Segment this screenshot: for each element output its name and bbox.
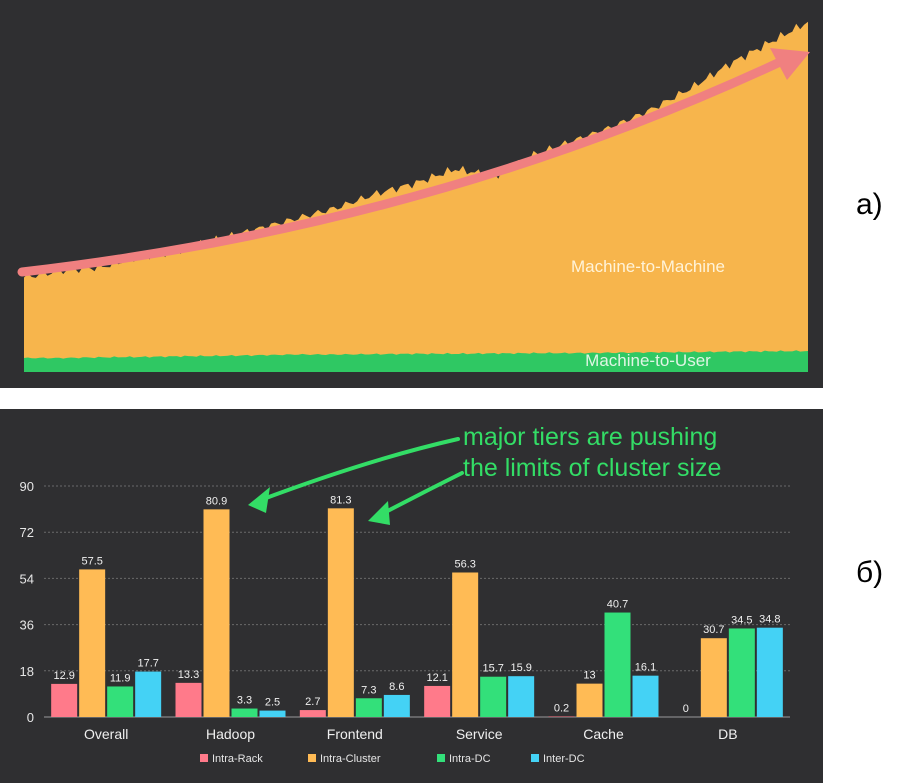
x-category-label: Cache <box>583 726 624 742</box>
y-tick-label: 90 <box>20 479 34 494</box>
x-category-label: Frontend <box>327 726 383 742</box>
locality-bar-chart: 0 18 36 54 72 90 12.9 57.5 11.9 17.7 Overall 13.3 80… <box>20 423 790 765</box>
bar-intra-dc <box>604 612 631 717</box>
x-category-label: Hadoop <box>206 726 255 742</box>
legend-swatch <box>531 754 539 762</box>
annotation-arrowhead <box>368 501 390 525</box>
bar-inter-dc <box>508 676 535 717</box>
bar-intra-dc <box>355 698 382 717</box>
annotation-arrowhead <box>248 487 270 513</box>
panel-a-traffic-growth-chart: Machine-to-Machine Machine-to-User <box>0 0 823 388</box>
annotation-arrow <box>256 437 460 503</box>
bar-intra-dc <box>231 708 258 717</box>
traffic-area-chart: Machine-to-Machine Machine-to-User <box>17 21 810 373</box>
data-label: 2.5 <box>265 697 280 709</box>
bar-intra-rack <box>175 682 202 717</box>
x-category-label: Service <box>456 726 503 742</box>
data-label: 3.3 <box>237 695 252 707</box>
bar-intra-dc <box>728 628 755 717</box>
bar-intra-cluster <box>700 638 727 717</box>
data-label: 15.7 <box>482 663 503 675</box>
bar-intra-rack <box>548 716 575 717</box>
bar-intra-cluster <box>79 569 106 717</box>
data-label: 13 <box>583 670 595 682</box>
data-label: 7.3 <box>361 684 376 696</box>
data-label: 40.7 <box>607 599 628 611</box>
bar-intra-cluster <box>452 572 479 717</box>
trend-arrowhead <box>770 48 810 80</box>
bar-inter-dc <box>632 675 659 717</box>
bar-intra-dc <box>107 686 134 717</box>
data-label: 0.2 <box>554 702 569 714</box>
data-label: 81.3 <box>330 494 351 506</box>
y-tick-label: 18 <box>20 664 34 679</box>
data-label: 12.9 <box>53 670 74 682</box>
annotation-line: major tiers are pushing <box>463 423 717 451</box>
panel-b-label: б) <box>856 556 884 589</box>
bar-inter-dc <box>259 710 286 717</box>
data-label: 15.9 <box>510 662 531 674</box>
machine-to-user-area <box>24 350 808 372</box>
bar-inter-dc <box>383 694 410 717</box>
data-label: 34.5 <box>731 614 752 626</box>
y-tick-label: 72 <box>20 525 34 540</box>
bar-intra-cluster <box>203 509 230 717</box>
data-label: 13.3 <box>178 669 199 681</box>
bar-inter-dc <box>756 627 783 717</box>
legend-swatch <box>200 754 208 762</box>
legend-label: Intra-Cluster <box>320 753 381 765</box>
data-label: 34.8 <box>759 614 780 626</box>
data-label: 11.9 <box>110 672 131 684</box>
data-label: 16.1 <box>635 662 656 674</box>
data-label: 12.1 <box>426 672 447 684</box>
trend-arrow-line <box>17 57 785 277</box>
data-label: 2.7 <box>305 696 320 708</box>
data-label: 17.7 <box>137 658 158 670</box>
bar-intra-dc <box>480 676 507 717</box>
bar-intra-rack <box>299 710 326 717</box>
annotation-line: the limits of cluster size <box>463 454 721 482</box>
bar-intra-rack <box>424 685 451 717</box>
x-category-label: DB <box>718 726 737 742</box>
legend-label: Inter-DC <box>543 753 585 765</box>
y-tick-label: 36 <box>20 618 34 633</box>
legend-swatch <box>308 754 316 762</box>
bar-intra-cluster <box>327 508 354 717</box>
machine-to-machine-label: Machine-to-Machine <box>571 257 725 276</box>
panel-b-traffic-locality-chart: 0 18 36 54 72 90 12.9 57.5 11.9 17.7 Overall 13.3 80… <box>0 409 823 783</box>
data-label: 8.6 <box>389 681 404 693</box>
annotation-arrow <box>376 471 464 518</box>
data-label: 0 <box>683 703 689 715</box>
legend-label: Intra-Rack <box>212 753 263 765</box>
data-label: 80.9 <box>206 495 227 507</box>
legend-label: Intra-DC <box>449 753 491 765</box>
panel-a-label: а) <box>856 188 883 221</box>
machine-to-user-label: Machine-to-User <box>585 351 711 370</box>
bar-intra-rack <box>51 683 78 717</box>
y-tick-label: 0 <box>27 710 34 725</box>
data-label: 30.7 <box>703 624 724 636</box>
legend-swatch <box>437 754 445 762</box>
x-category-label: Overall <box>84 726 128 742</box>
bar-intra-cluster <box>576 683 603 717</box>
data-label: 56.3 <box>454 558 475 570</box>
bar-inter-dc <box>135 671 162 717</box>
data-label: 57.5 <box>81 555 102 567</box>
y-tick-label: 54 <box>20 571 34 586</box>
